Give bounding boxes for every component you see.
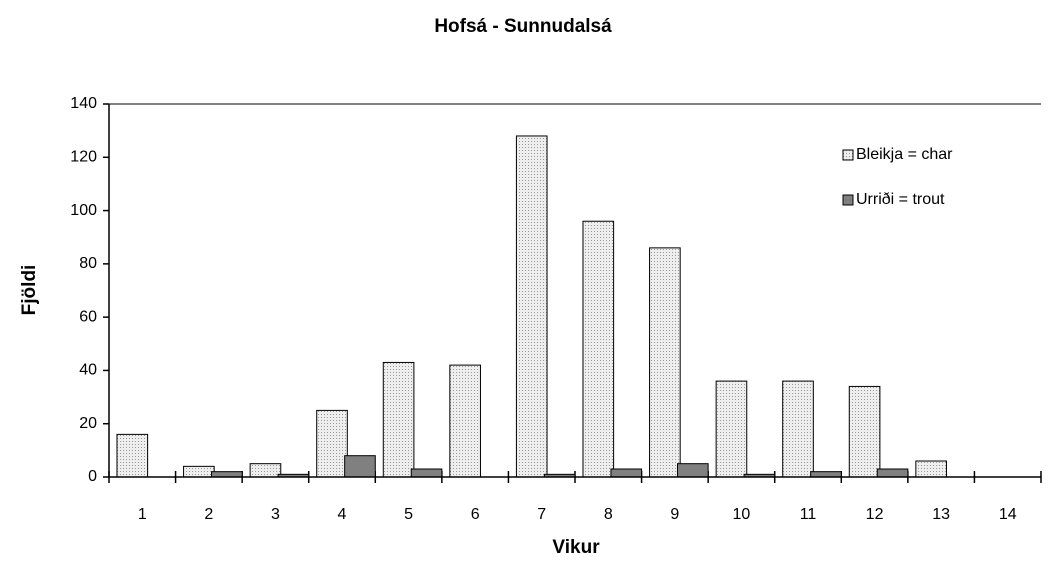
bar [211, 471, 243, 478]
y-tick-label: 40 [79, 362, 97, 379]
y-tick-label: 120 [70, 149, 97, 166]
x-tick-label: 5 [404, 506, 413, 523]
y-tick-label: 20 [79, 415, 97, 432]
legend-swatch [842, 149, 854, 161]
bar [382, 361, 415, 478]
y-tick-label: 60 [79, 308, 97, 325]
bar [810, 471, 842, 478]
x-tick-label: 10 [733, 506, 751, 523]
bar [116, 433, 149, 478]
bar [782, 380, 814, 478]
x-tick-label: 7 [537, 506, 546, 523]
x-tick-label: 14 [999, 506, 1017, 523]
bar [515, 135, 548, 478]
bar [876, 468, 909, 478]
legend-swatch [842, 194, 854, 206]
x-tick-label: 11 [800, 506, 817, 523]
bar [344, 455, 376, 478]
bar [610, 468, 643, 478]
bar [677, 463, 709, 478]
x-axis-label: Vikur [552, 537, 600, 558]
x-tick-label: 8 [604, 506, 613, 523]
legend-label: Bleikja = char [856, 146, 953, 163]
x-tick-label: 9 [670, 506, 679, 523]
y-tick-label: 100 [70, 202, 97, 219]
chart-title: Hofsá - Sunnudalsá [434, 16, 612, 37]
bar [582, 220, 615, 478]
x-tick-label: 3 [271, 506, 280, 523]
x-tick-label: 12 [866, 506, 884, 523]
bar [449, 364, 481, 478]
bar [249, 463, 282, 478]
x-tick-label: 6 [471, 506, 480, 523]
bar [183, 465, 215, 478]
legend-label: Urriði = trout [856, 191, 945, 208]
x-tick-label: 1 [138, 506, 147, 523]
bar [715, 380, 748, 478]
bar [848, 385, 881, 478]
x-tick-label: 13 [932, 506, 950, 523]
bar [316, 409, 348, 478]
x-tick-label: 4 [338, 506, 347, 523]
bar [915, 460, 947, 478]
bar [410, 468, 443, 478]
y-tick-label: 80 [79, 255, 97, 272]
y-tick-label: 140 [70, 95, 97, 112]
x-tick-label: 2 [204, 506, 213, 523]
y-tick-label: 0 [88, 468, 97, 485]
bar [649, 247, 681, 478]
y-axis-label: Fjöldi [19, 265, 40, 316]
